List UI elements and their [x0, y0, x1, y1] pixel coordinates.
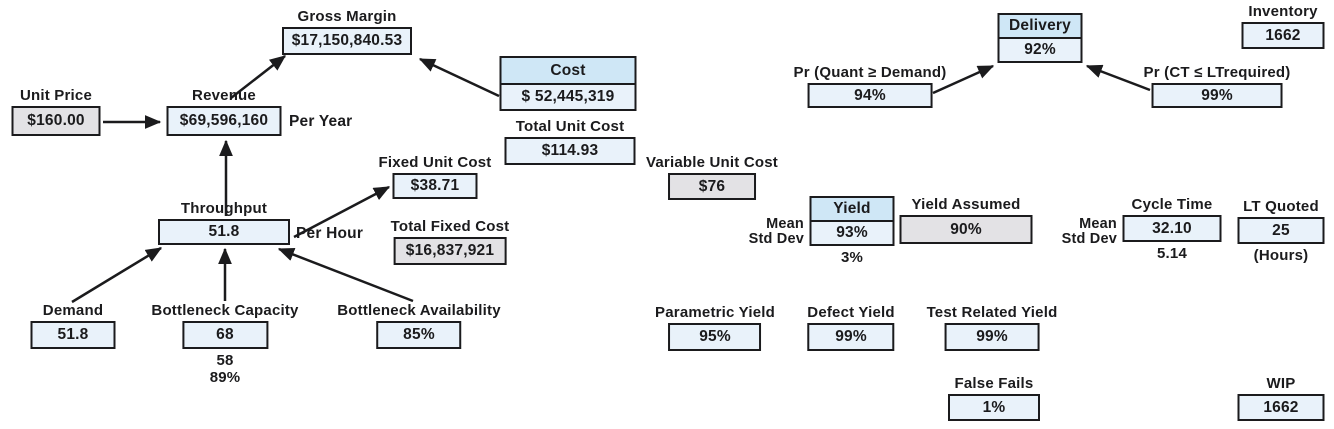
- false-fails-label: False Fails: [954, 375, 1034, 392]
- bottleneck-capacity-sub-value: 58: [216, 352, 234, 369]
- node-yield: Yield 93% 3%: [809, 196, 895, 266]
- revenue-unit-text: Per Year: [289, 113, 353, 130]
- test-related-yield-label: Test Related Yield: [926, 304, 1058, 321]
- lt-quoted-unit-text: (Hours): [1253, 247, 1309, 264]
- bottleneck-availability-value-box: 85%: [376, 321, 462, 349]
- inventory-label: Inventory: [1248, 3, 1318, 20]
- revenue-value-box: $69,596,160: [166, 106, 282, 136]
- pr-quant-ge-demand-value-box: 94%: [807, 83, 933, 108]
- node-defect-yield: Defect Yield 99%: [807, 304, 895, 351]
- cycle-time-value-box: 32.10: [1122, 215, 1222, 242]
- delivery-value-box: 92%: [997, 36, 1083, 63]
- fixed-unit-cost-label: Fixed Unit Cost: [378, 154, 492, 171]
- node-unit-price: Unit Price $160.00: [11, 87, 101, 136]
- node-pr-quant-ge-demand: Pr (Quant ≥ Demand) 94%: [794, 64, 947, 108]
- variable-unit-cost-value-box: $76: [668, 173, 756, 200]
- arrow-demand-to-throughput: [71, 246, 163, 304]
- throughput-label: Throughput: [180, 200, 268, 217]
- inventory-value-box: 1662: [1241, 22, 1325, 49]
- wip-label: WIP: [1266, 375, 1296, 392]
- yield-value-box: 93%: [809, 219, 895, 246]
- yield-std-dev-caption: Std Dev: [748, 231, 804, 247]
- throughput-unit-text: Per Hour: [296, 225, 364, 242]
- node-bottleneck-capacity: Bottleneck Capacity 68 58 89%: [151, 302, 298, 386]
- yield-header-cell: Yield: [809, 196, 895, 222]
- lt-quoted-label: LT Quoted: [1243, 198, 1319, 215]
- pr-ct-le-lt-required-value-box: 99%: [1151, 83, 1283, 108]
- cycle-time-label: Cycle Time: [1131, 196, 1213, 213]
- node-inventory: Inventory 1662: [1241, 3, 1325, 49]
- yield-assumed-value-box: 90%: [899, 215, 1033, 244]
- bottleneck-capacity-label: Bottleneck Capacity: [151, 302, 299, 319]
- bottleneck-capacity-value-box: 68: [182, 321, 268, 349]
- delivery-header-cell: Delivery: [997, 13, 1083, 39]
- unit-price-value-box: $160.00: [11, 106, 101, 136]
- cost-value-box: $ 52,445,319: [499, 82, 637, 111]
- yield-std-dev-value: 3%: [840, 248, 864, 266]
- pr-ct-le-lt-required-label: Pr (CT ≤ LTrequired): [1143, 64, 1291, 81]
- node-pr-ct-le-lt-required: Pr (CT ≤ LTrequired) 99%: [1144, 64, 1291, 108]
- throughput-value-box: 51.8: [158, 219, 290, 245]
- node-wip: WIP 1662: [1237, 375, 1325, 421]
- node-bottleneck-availability: Bottleneck Availability 85%: [337, 302, 501, 349]
- cycle-time-std-dev-caption: Std Dev: [1061, 231, 1117, 247]
- node-revenue: Revenue $69,596,160: [166, 87, 282, 136]
- bottleneck-capacity-sub-percent: 89%: [209, 369, 241, 386]
- node-variable-unit-cost: Variable Unit Cost $76: [646, 154, 778, 200]
- lt-quoted-value-box: 25: [1237, 217, 1325, 244]
- cost-header-cell: Cost: [499, 56, 637, 85]
- arrow-pr-ct-to-delivery: [1085, 64, 1151, 92]
- node-test-related-yield: Test Related Yield 99%: [927, 304, 1058, 351]
- cycle-time-mean-std-dev-caption: Mean Std Dev: [1053, 217, 1117, 247]
- variable-unit-cost-label: Variable Unit Cost: [646, 154, 778, 171]
- node-total-unit-cost: Total Unit Cost $114.93: [504, 118, 636, 165]
- test-related-yield-value-box: 99%: [944, 323, 1040, 351]
- node-fixed-unit-cost: Fixed Unit Cost $38.71: [378, 154, 491, 199]
- node-delivery: Delivery 92%: [997, 13, 1083, 63]
- node-false-fails: False Fails 1%: [948, 375, 1040, 421]
- total-fixed-cost-value-box: $16,837,921: [393, 237, 507, 265]
- total-unit-cost-label: Total Unit Cost: [515, 118, 625, 135]
- pr-quant-ge-demand-label: Pr (Quant ≥ Demand): [793, 64, 947, 81]
- bottleneck-availability-label: Bottleneck Availability: [337, 302, 501, 319]
- node-parametric-yield: Parametric Yield 95%: [655, 304, 775, 351]
- defect-yield-value-box: 99%: [807, 323, 895, 351]
- total-fixed-cost-label: Total Fixed Cost: [390, 218, 510, 235]
- fixed-unit-cost-value-box: $38.71: [392, 173, 478, 199]
- cycle-time-mean-caption: Mean: [1079, 216, 1117, 232]
- defect-yield-label: Defect Yield: [807, 304, 895, 321]
- cycle-time-std-dev-value: 5.14: [1157, 245, 1187, 262]
- node-demand: Demand 51.8: [30, 302, 116, 349]
- node-total-fixed-cost: Total Fixed Cost $16,837,921: [391, 218, 510, 265]
- parametric-yield-label: Parametric Yield: [655, 304, 775, 321]
- wip-value-box: 1662: [1237, 394, 1325, 421]
- revenue-label: Revenue: [192, 87, 256, 104]
- node-gross-margin: Gross Margin $17,150,840.53: [282, 8, 412, 55]
- false-fails-value-box: 1%: [948, 394, 1040, 421]
- unit-price-label: Unit Price: [19, 87, 93, 104]
- node-cost: Cost $ 52,445,319: [499, 56, 637, 111]
- node-cycle-time: Cycle Time 32.10 5.14: [1122, 196, 1222, 262]
- total-unit-cost-value-box: $114.93: [504, 137, 636, 165]
- gross-margin-label: Gross Margin: [297, 8, 397, 25]
- node-lt-quoted: LT Quoted 25 (Hours): [1237, 198, 1325, 264]
- arrow-cost-to-gross-margin: [418, 57, 500, 98]
- yield-mean-std-dev-caption: Mean Std Dev: [740, 217, 804, 247]
- node-throughput: Throughput 51.8: [158, 200, 290, 245]
- node-yield-assumed: Yield Assumed 90%: [899, 196, 1033, 244]
- demand-value-box: 51.8: [30, 321, 116, 349]
- yield-assumed-label: Yield Assumed: [911, 196, 1021, 213]
- gross-margin-value-box: $17,150,840.53: [282, 27, 412, 55]
- parametric-yield-value-box: 95%: [668, 323, 762, 351]
- yield-mean-caption: Mean: [766, 216, 804, 232]
- demand-label: Demand: [42, 302, 104, 319]
